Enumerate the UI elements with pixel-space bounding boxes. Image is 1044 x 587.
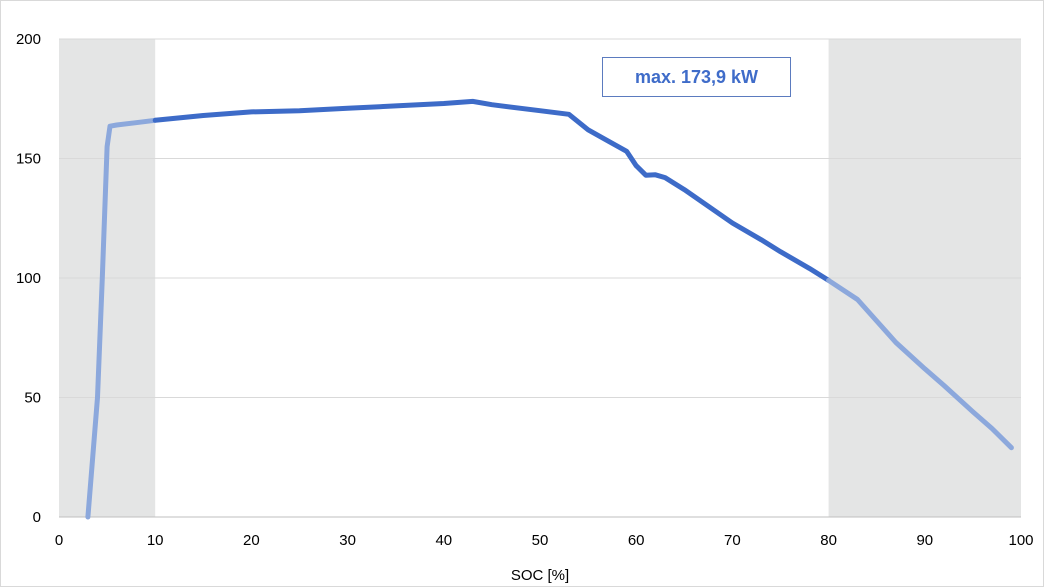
data-point — [761, 239, 762, 240]
x-axis-title: SOC [%] — [511, 567, 569, 584]
data-point — [780, 251, 781, 252]
series-line-main — [152, 98, 832, 283]
data-point — [665, 177, 666, 178]
data-point — [251, 111, 252, 112]
data-point — [472, 101, 473, 102]
x-tick-label: 70 — [724, 532, 741, 549]
data-point — [655, 174, 656, 175]
x-tick-label: 60 — [628, 532, 645, 549]
y-tick-label: 100 — [16, 270, 41, 287]
data-point — [857, 299, 858, 300]
data-point — [155, 120, 156, 121]
y-tick-label: 200 — [16, 31, 41, 48]
data-point — [1011, 447, 1012, 448]
data-point — [116, 125, 117, 126]
data-point — [109, 126, 110, 127]
x-tick-label: 40 — [435, 532, 452, 549]
data-point — [684, 189, 685, 190]
data-point — [347, 108, 348, 109]
x-tick-label: 0 — [55, 532, 63, 549]
data-point — [645, 175, 646, 176]
data-point — [607, 140, 608, 141]
data-point — [992, 428, 993, 429]
data-point — [443, 103, 444, 104]
data-point — [895, 342, 896, 343]
data-point — [626, 151, 627, 152]
data-point — [809, 268, 810, 269]
x-tick-label: 10 — [147, 532, 164, 549]
data-point — [876, 321, 877, 322]
x-tick-label: 100 — [1008, 532, 1033, 549]
x-tick-label: 20 — [243, 532, 260, 549]
data-point — [203, 115, 204, 116]
data-point — [491, 104, 492, 105]
x-tick-label: 80 — [820, 532, 837, 549]
data-point — [97, 397, 98, 398]
max-power-annotation: max. 173,9 kW — [602, 57, 791, 97]
data-point — [828, 280, 829, 281]
data-point — [588, 129, 589, 130]
data-point — [568, 114, 569, 115]
data-point — [395, 105, 396, 106]
data-point — [102, 278, 103, 279]
data-point — [92, 457, 93, 458]
y-tick-label: 50 — [24, 390, 41, 407]
data-point — [135, 122, 136, 123]
x-tick-label: 50 — [532, 532, 549, 549]
data-point — [540, 110, 541, 111]
data-point — [924, 368, 925, 369]
max-power-annotation-text: max. 173,9 kW — [634, 66, 759, 87]
data-point — [107, 146, 108, 147]
x-tick-label: 90 — [916, 532, 933, 549]
y-tick-label: 150 — [16, 151, 41, 168]
x-tick-label: 30 — [339, 532, 356, 549]
y-tick-label: 0 — [33, 509, 41, 526]
data-point — [944, 385, 945, 386]
series-line-high-soc — [826, 277, 1014, 451]
data-point — [299, 110, 300, 111]
series-line-low-soc — [85, 117, 158, 520]
data-point — [732, 223, 733, 224]
data-point — [636, 165, 637, 166]
data-point — [972, 411, 973, 412]
data-point — [87, 517, 88, 518]
